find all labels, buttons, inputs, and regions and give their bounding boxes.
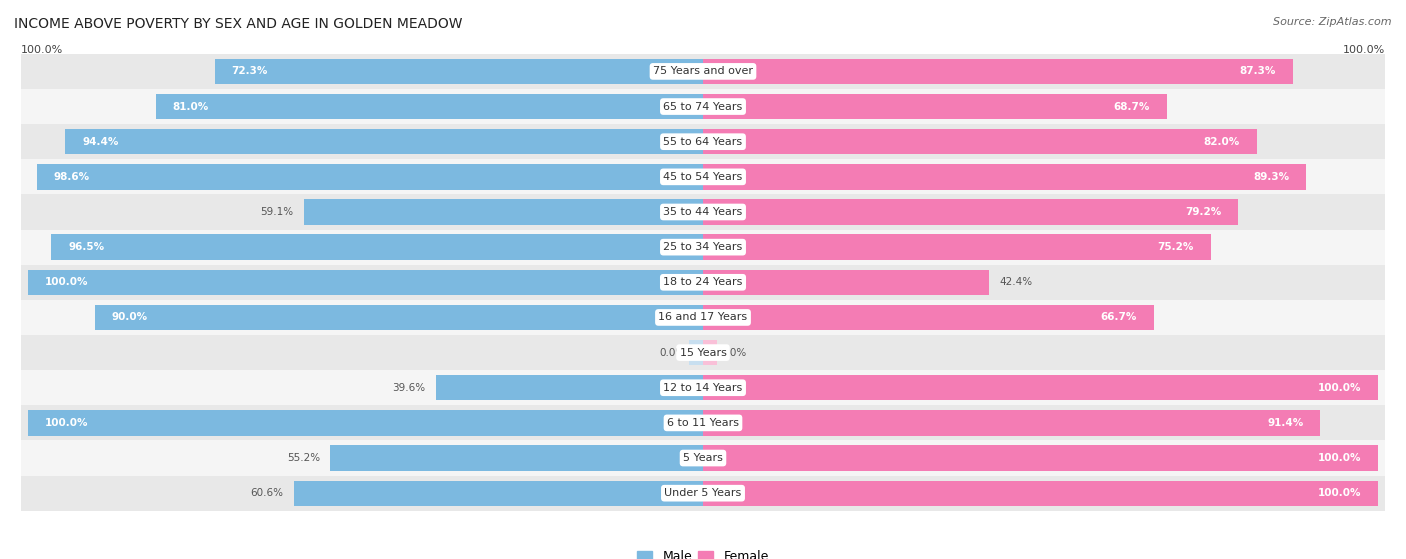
Text: 39.6%: 39.6% (392, 383, 426, 393)
Text: 25 to 34 Years: 25 to 34 Years (664, 242, 742, 252)
Text: 55 to 64 Years: 55 to 64 Years (664, 137, 742, 146)
Text: 5 Years: 5 Years (683, 453, 723, 463)
Bar (21, 405, 1385, 440)
Bar (28, 269, 703, 295)
Text: 65 to 74 Years: 65 to 74 Years (664, 102, 742, 112)
Bar (703, 305, 1153, 330)
Text: 91.4%: 91.4% (1267, 418, 1303, 428)
Bar (21, 124, 1385, 159)
Bar (215, 59, 703, 84)
Bar (703, 200, 1237, 225)
Bar (294, 481, 703, 506)
Bar (21, 335, 1385, 370)
Text: 81.0%: 81.0% (173, 102, 209, 112)
Text: 100.0%: 100.0% (21, 45, 63, 55)
Bar (703, 234, 1211, 260)
Text: 45 to 54 Years: 45 to 54 Years (664, 172, 742, 182)
Text: Source: ZipAtlas.com: Source: ZipAtlas.com (1274, 17, 1392, 27)
Bar (21, 370, 1385, 405)
Bar (96, 305, 703, 330)
Bar (37, 164, 703, 190)
Bar (703, 481, 1378, 506)
Text: 66.7%: 66.7% (1101, 312, 1136, 323)
Text: 72.3%: 72.3% (232, 67, 269, 77)
Bar (66, 129, 703, 154)
Text: INCOME ABOVE POVERTY BY SEX AND AGE IN GOLDEN MEADOW: INCOME ABOVE POVERTY BY SEX AND AGE IN G… (14, 17, 463, 31)
Text: 75 Years and over: 75 Years and over (652, 67, 754, 77)
Text: 35 to 44 Years: 35 to 44 Years (664, 207, 742, 217)
Text: Under 5 Years: Under 5 Years (665, 488, 741, 498)
Bar (703, 59, 1292, 84)
Text: 15 Years: 15 Years (679, 348, 727, 358)
Text: 79.2%: 79.2% (1185, 207, 1220, 217)
Text: 100.0%: 100.0% (45, 277, 89, 287)
Text: 16 and 17 Years: 16 and 17 Years (658, 312, 748, 323)
Bar (21, 440, 1385, 476)
Text: 42.4%: 42.4% (1000, 277, 1032, 287)
Text: 75.2%: 75.2% (1157, 242, 1194, 252)
Text: 100.0%: 100.0% (1343, 45, 1385, 55)
Text: 90.0%: 90.0% (112, 312, 148, 323)
Text: 55.2%: 55.2% (287, 453, 321, 463)
Legend: Male, Female: Male, Female (633, 546, 773, 559)
Text: 6 to 11 Years: 6 to 11 Years (666, 418, 740, 428)
Text: 96.5%: 96.5% (67, 242, 104, 252)
Bar (689, 340, 703, 365)
Bar (21, 89, 1385, 124)
Bar (436, 375, 703, 400)
Bar (703, 340, 717, 365)
Bar (21, 300, 1385, 335)
Text: 59.1%: 59.1% (260, 207, 294, 217)
Bar (703, 269, 990, 295)
Bar (304, 200, 703, 225)
Bar (51, 234, 703, 260)
Text: 98.6%: 98.6% (53, 172, 90, 182)
Bar (156, 94, 703, 119)
Text: 18 to 24 Years: 18 to 24 Years (664, 277, 742, 287)
Bar (703, 446, 1378, 471)
Text: 89.3%: 89.3% (1253, 172, 1289, 182)
Text: 87.3%: 87.3% (1240, 67, 1275, 77)
Bar (703, 129, 1257, 154)
Text: 100.0%: 100.0% (1317, 488, 1361, 498)
Text: 100.0%: 100.0% (1317, 453, 1361, 463)
Text: 68.7%: 68.7% (1114, 102, 1150, 112)
Text: 100.0%: 100.0% (45, 418, 89, 428)
Bar (330, 446, 703, 471)
Bar (21, 265, 1385, 300)
Bar (703, 164, 1306, 190)
Bar (703, 94, 1167, 119)
Bar (21, 54, 1385, 89)
Bar (21, 230, 1385, 265)
Bar (703, 410, 1320, 435)
Bar (21, 476, 1385, 511)
Text: 0.0%: 0.0% (659, 348, 686, 358)
Bar (28, 410, 703, 435)
Text: 0.0%: 0.0% (720, 348, 747, 358)
Bar (21, 195, 1385, 230)
Bar (21, 159, 1385, 195)
Text: 82.0%: 82.0% (1204, 137, 1240, 146)
Text: 60.6%: 60.6% (250, 488, 284, 498)
Bar (703, 375, 1378, 400)
Text: 94.4%: 94.4% (83, 137, 118, 146)
Text: 100.0%: 100.0% (1317, 383, 1361, 393)
Text: 12 to 14 Years: 12 to 14 Years (664, 383, 742, 393)
